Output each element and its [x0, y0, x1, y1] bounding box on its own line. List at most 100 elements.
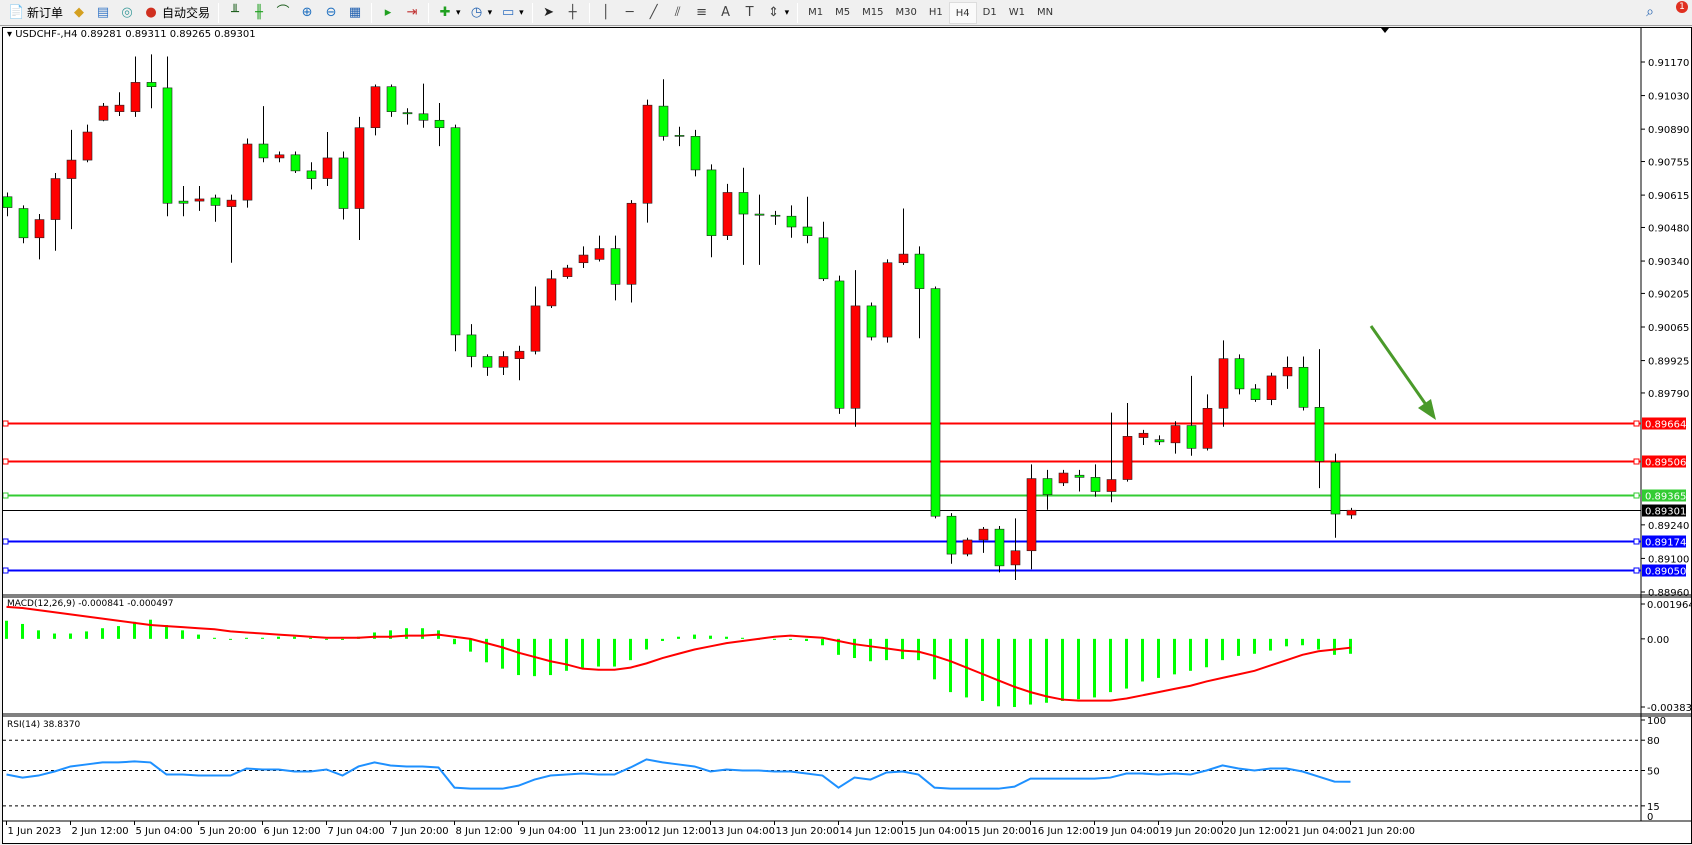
fibonacci-button[interactable]: ≡	[690, 2, 714, 24]
vertical-line-button[interactable]: │	[594, 2, 618, 24]
chart-canvas[interactable]: 0.91170 0.91030 0.90890 0.90755 0.90615 0.904…	[3, 28, 1692, 845]
timeframe-mn[interactable]: MN	[1036, 6, 1054, 18]
signals-button[interactable]: ◎	[115, 2, 139, 24]
line-anchor-handle[interactable]	[3, 458, 9, 465]
macd-histogram-bar	[213, 637, 216, 639]
arrows-button[interactable]: ⇕ ▾	[762, 2, 794, 24]
equidistant-channel-button[interactable]: ⫽	[666, 2, 690, 24]
macd-histogram-bar	[629, 638, 632, 661]
line-chart-button[interactable]: ⌒	[271, 2, 295, 24]
line-anchor-handle[interactable]	[1633, 538, 1640, 545]
crosshair-button[interactable]: ┼	[561, 2, 585, 24]
text-button[interactable]: A	[714, 2, 738, 24]
candle-bull	[1058, 472, 1069, 484]
line-anchor-handle[interactable]	[1633, 420, 1640, 427]
symbol-menu-icon[interactable]: ▾	[7, 29, 16, 40]
timeframe-w1[interactable]: W1	[1008, 6, 1025, 18]
price-tick-label: 0.89790	[1648, 389, 1689, 400]
market-watch-button[interactable]: ◆	[67, 2, 91, 24]
candle-bull	[722, 192, 733, 236]
autoscroll-button[interactable]: ⇥	[400, 2, 424, 24]
line-anchor-handle[interactable]	[1633, 458, 1640, 465]
notifications-button[interactable]: 1	[1668, 1, 1688, 21]
timeframe-h1[interactable]: H1	[928, 6, 943, 18]
navigator-button[interactable]: ▤	[91, 2, 115, 24]
new-order-button[interactable]: 📄 新订单	[4, 2, 67, 24]
price-tag-label: 0.89050	[1645, 567, 1686, 578]
macd-histogram-bar	[117, 626, 120, 639]
macd-histogram-bar	[165, 625, 168, 639]
chart-shift-button[interactable]: ▸	[376, 2, 400, 24]
tile-windows-button[interactable]: ▦	[343, 2, 367, 24]
text-icon: A	[721, 4, 731, 20]
horizontal-line-button[interactable]: ─	[618, 2, 642, 24]
time-label: 5 Jun 20:00	[200, 826, 257, 837]
candlestick-icon: ╫	[255, 4, 263, 20]
candle-bull	[50, 178, 61, 220]
tile-windows-icon: ▦	[348, 4, 362, 20]
zoom-in-button[interactable]: ⊕	[295, 2, 319, 24]
line-anchor-handle[interactable]	[3, 492, 9, 499]
time-label: 7 Jun 04:00	[328, 826, 385, 837]
line-anchor-handle[interactable]	[3, 567, 9, 574]
candle-bear	[1234, 358, 1245, 390]
toolbar-separator	[531, 2, 533, 23]
macd-tick-label: 0.001964	[1647, 600, 1692, 611]
macd-histogram-bar	[421, 628, 424, 639]
candle-bull	[514, 350, 525, 359]
time-label: 11 Jun 23:00	[584, 826, 648, 837]
timeframe-m1[interactable]: M1	[808, 6, 824, 18]
candle-bull	[1346, 509, 1357, 516]
timeframe-h4[interactable]: H4	[948, 1, 977, 24]
macd-histogram-bar	[197, 634, 200, 639]
timeframe-m30[interactable]: M30	[895, 6, 917, 18]
macd-histogram-bar	[741, 637, 744, 639]
toolbar: 📄 新订单 ◆ ▤ ◎ ● 自动交易 ╨ ╫ ⌒ ⊕ ⊖ ▦ ▸ ⇥ ✚ ▾ ◷ ▾ ▭ ▾ ➤ ┼ │ ─ ╱ ⫽ ≡ A T ⇕ ▾ M1 M…	[0, 0, 1692, 26]
macd-histogram-bar	[341, 638, 344, 640]
line-anchor-handle[interactable]	[1633, 492, 1640, 499]
time-label: 9 Jun 04:00	[520, 826, 577, 837]
time-label: 12 Jun 12:00	[648, 826, 712, 837]
text-label-button[interactable]: T	[738, 2, 762, 24]
macd-histogram-bar	[21, 623, 24, 639]
macd-histogram-bar	[1253, 638, 1256, 654]
zoom-out-button[interactable]: ⊖	[319, 2, 343, 24]
toolbar-separator	[218, 2, 220, 23]
auto-trading-button[interactable]: ● 自动交易	[139, 2, 214, 24]
macd-histogram-bar	[1189, 638, 1192, 671]
templates-button[interactable]: ▭ ▾	[496, 2, 528, 24]
candle-bull	[1010, 550, 1021, 566]
candlestick-button[interactable]: ╫	[247, 2, 271, 24]
line-anchor-handle[interactable]	[3, 420, 9, 427]
candle-bear	[1330, 461, 1341, 515]
candle-bull	[882, 262, 893, 338]
timeframe-m5[interactable]: M5	[835, 6, 851, 18]
cursor-button[interactable]: ➤	[537, 2, 561, 24]
candle-bull	[530, 305, 541, 352]
macd-histogram-bar	[277, 636, 280, 639]
market-watch-icon: ◆	[74, 4, 85, 20]
button-label: 新订单	[27, 6, 64, 20]
search-icon[interactable]: ⌕	[1646, 4, 1654, 20]
price-tag-label: 0.89365	[1645, 492, 1686, 503]
current-price-tag	[1642, 504, 1686, 517]
trendline-button[interactable]: ╱	[642, 2, 666, 24]
bar-chart-button[interactable]: ╨	[223, 2, 247, 24]
candle-bull	[1026, 478, 1037, 552]
periods-button[interactable]: ◷ ▾	[465, 2, 497, 24]
chart-window[interactable]: 0.91170 0.91030 0.90890 0.90755 0.90615 0.904…	[2, 27, 1692, 844]
candle-bull	[1266, 375, 1277, 400]
indicators-button[interactable]: ✚ ▾	[433, 2, 465, 24]
candle-bear	[610, 248, 621, 285]
line-anchor-handle[interactable]	[3, 538, 9, 545]
toolbar-separator	[588, 2, 590, 23]
candle-bear	[402, 112, 413, 115]
macd-histogram-bar	[1237, 638, 1240, 656]
candle-bear	[1042, 478, 1053, 495]
timeframe-m15[interactable]: M15	[862, 6, 884, 18]
macd-histogram-bar	[37, 630, 40, 639]
macd-histogram-bar	[1173, 638, 1176, 675]
line-anchor-handle[interactable]	[1633, 567, 1640, 574]
timeframe-d1[interactable]: D1	[982, 6, 997, 18]
macd-histogram-bar	[1141, 638, 1144, 682]
